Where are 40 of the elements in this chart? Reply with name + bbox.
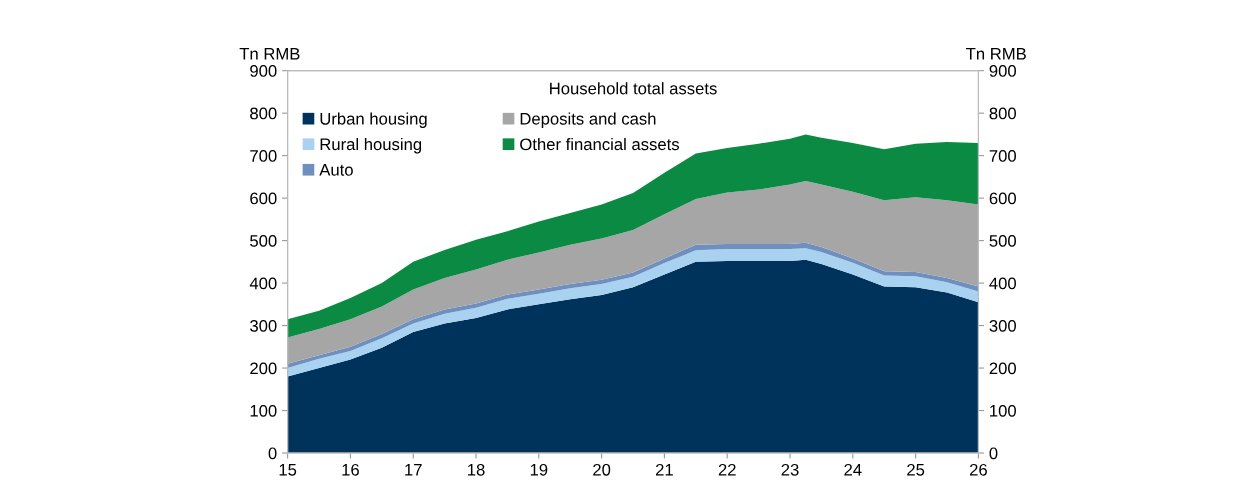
y-tick-label: 0 bbox=[268, 447, 277, 460]
x-tick-label: 20 bbox=[593, 463, 611, 476]
legend-label: Other financial assets bbox=[520, 137, 680, 151]
y2-tick-label: 0 bbox=[989, 447, 998, 460]
legend-label: Urban housing bbox=[320, 112, 427, 128]
x-tick-label: 19 bbox=[530, 463, 548, 476]
y-tick-label: 500 bbox=[250, 235, 277, 247]
y2-tick-label: 400 bbox=[989, 277, 1016, 290]
y2-tick-label: 800 bbox=[989, 107, 1016, 120]
y-tick-label: 800 bbox=[250, 107, 277, 120]
x-tick-label: 23 bbox=[781, 463, 799, 476]
x-tick-label: 26 bbox=[969, 463, 987, 476]
y-tick-label: 300 bbox=[250, 319, 277, 332]
x-tick-label: 25 bbox=[907, 463, 925, 476]
y2-tick-label: 500 bbox=[989, 235, 1016, 247]
y2-tick-label: 300 bbox=[989, 319, 1016, 332]
y2-tick-label: 700 bbox=[989, 150, 1016, 162]
y2-axis-title: Tn RMB bbox=[966, 48, 1026, 60]
x-tick-label: 24 bbox=[844, 463, 862, 476]
y2-tick-label: 200 bbox=[989, 362, 1016, 375]
y-tick-label: 600 bbox=[250, 192, 277, 205]
y2-tick-label: 100 bbox=[990, 404, 1016, 417]
x-tick-label: 21 bbox=[655, 463, 673, 476]
legend-label: Auto bbox=[319, 164, 353, 176]
y-tick-label: 900 bbox=[250, 65, 277, 77]
y-axis-title: Tn RMB bbox=[239, 48, 300, 60]
x-tick-label: 15 bbox=[279, 464, 297, 476]
x-tick-label: 22 bbox=[718, 463, 736, 476]
y2-tick-label: 600 bbox=[989, 192, 1016, 205]
x-tick-label: 16 bbox=[342, 463, 359, 476]
x-tick-label: 18 bbox=[468, 463, 485, 476]
text: Household total assets bbox=[550, 82, 717, 95]
y-tick-label: 400 bbox=[249, 277, 277, 290]
y-tick-label: 200 bbox=[250, 362, 277, 375]
y-tick-label: 100 bbox=[250, 404, 277, 417]
x-tick-label: 17 bbox=[405, 464, 422, 476]
y2-tick-label: 900 bbox=[989, 65, 1016, 77]
legend-label: Rural housing bbox=[320, 137, 422, 154]
legend-label: Deposits and cash bbox=[520, 112, 656, 128]
y-tick-label: 700 bbox=[250, 150, 277, 162]
